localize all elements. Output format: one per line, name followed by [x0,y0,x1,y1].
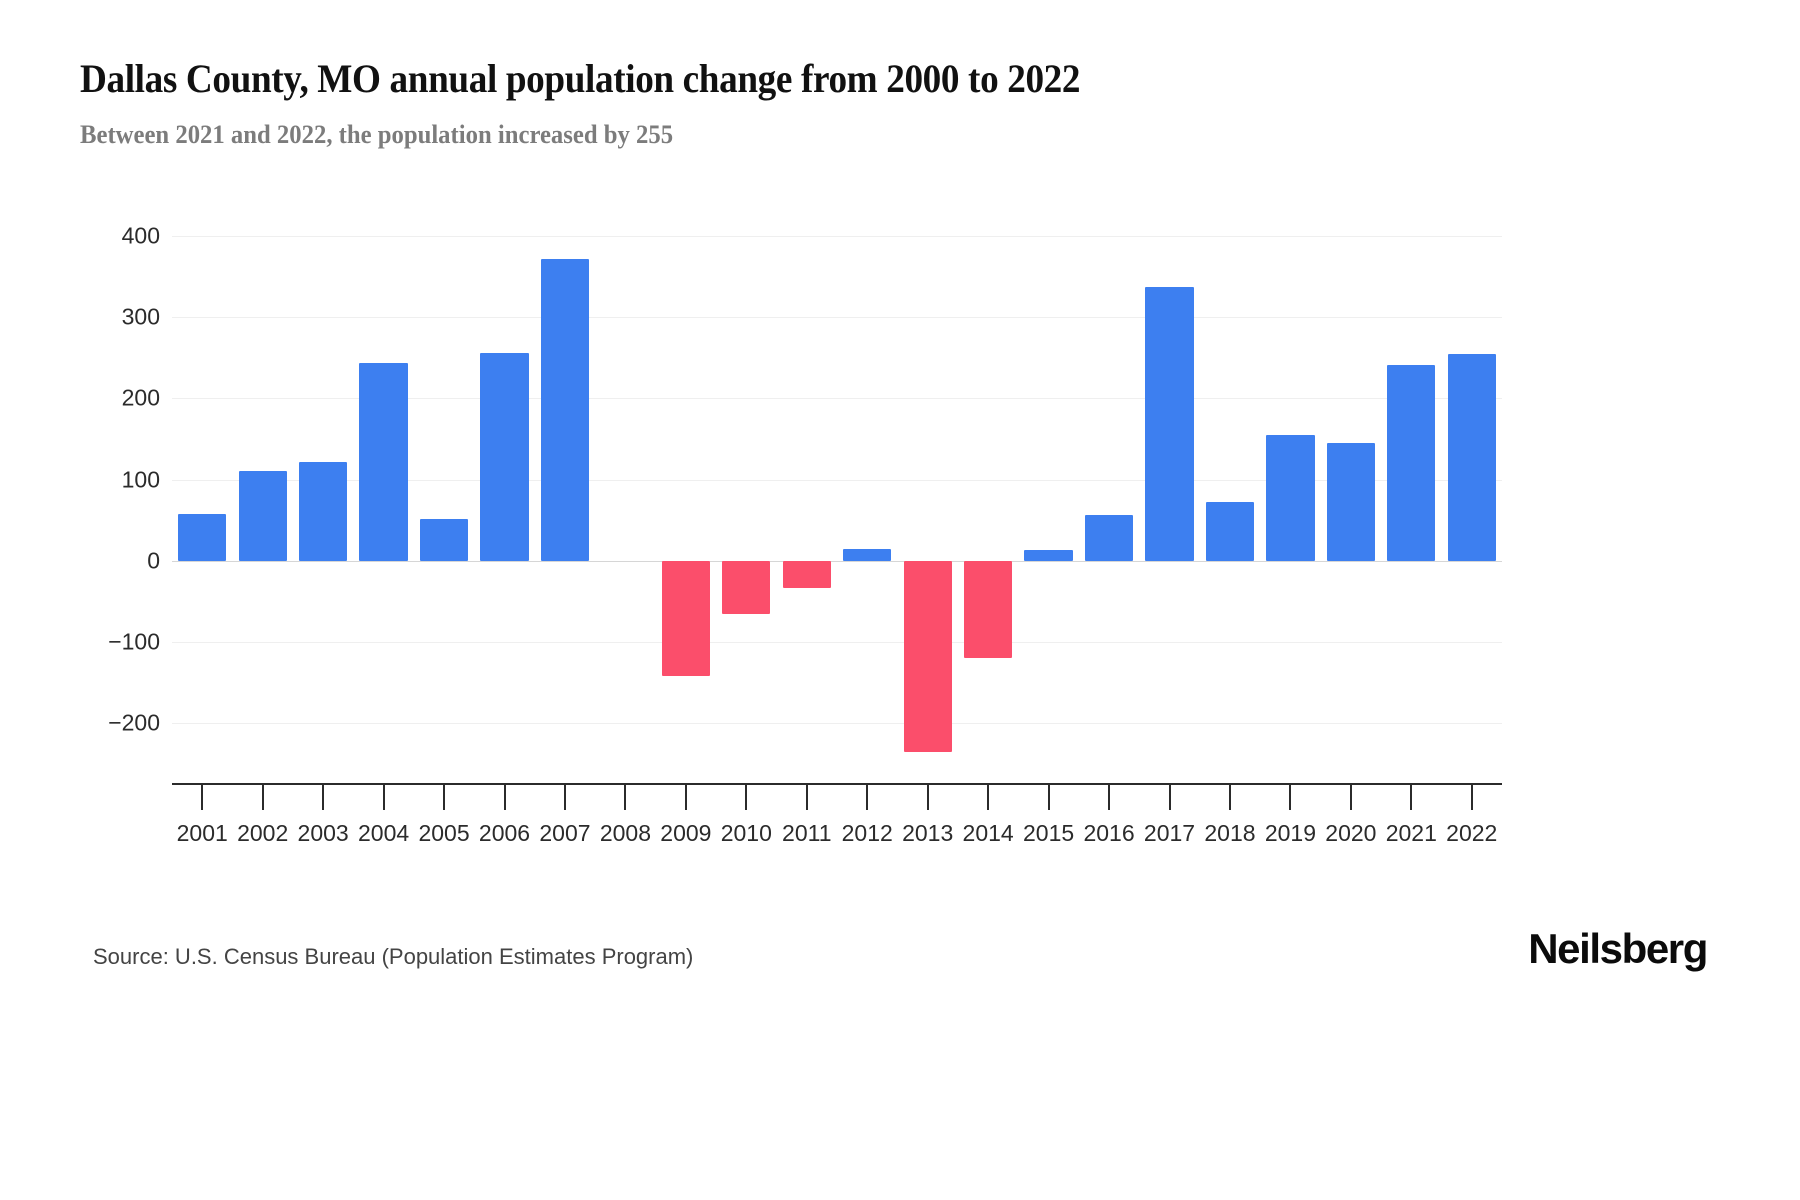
x-tick-label-2005: 2005 [418,820,470,846]
y-tick-label-200: 200 [121,384,160,411]
x-tick-2010 [745,785,748,810]
bar-2005[interactable] [419,519,469,561]
x-tick-2004 [382,785,385,810]
x-tick-2017 [1168,785,1171,810]
y-tick-label-300: 300 [121,303,160,330]
bar-2020[interactable] [1326,443,1376,561]
bar-2007[interactable] [540,258,590,561]
x-tick-label-2007: 2007 [539,820,591,846]
x-tick-2020 [1349,785,1352,810]
x-tick-2022 [1470,785,1473,810]
x-tick-label-2015: 2015 [1022,820,1075,846]
x-tick-label-2018: 2018 [1204,820,1256,846]
x-tick-2003 [322,785,325,810]
x-tick-label-2004: 2004 [357,820,410,846]
bar-2013[interactable] [903,560,952,753]
plot-area [172,236,1502,796]
x-tick-2014 [987,785,990,810]
y-tick-label--100: −100 [108,628,160,655]
x-axis-line [172,783,1502,785]
x-tick-label-2006: 2006 [478,820,531,846]
x-tick-2001 [201,785,204,810]
bar-2016[interactable] [1084,515,1134,561]
x-tick-2019 [1289,785,1292,810]
brand-logo: Neilsberg [1528,925,1708,972]
bar-2019[interactable] [1266,434,1315,561]
bar-2021[interactable] [1387,365,1436,561]
bar-2017[interactable] [1145,287,1194,561]
x-tick-label-2019: 2019 [1264,820,1316,846]
x-tick-label-2022: 2022 [1446,820,1498,846]
y-tick-label--200: −200 [108,709,160,736]
bar-series [172,236,1502,796]
x-tick-2018 [1228,785,1231,810]
x-tick-2012 [866,785,869,810]
x-tick-label-2002: 2002 [237,820,289,846]
bar-2001[interactable] [178,513,227,561]
chart-subtitle: Between 2021 and 2022, the population in… [80,120,674,149]
gridline--100 [172,642,1502,643]
x-tick-label-2012: 2012 [841,820,893,846]
x-tick-label-2014: 2014 [962,820,1014,846]
x-tick-label-2017: 2017 [1143,820,1196,846]
x-tick-label-2021: 2021 [1385,820,1437,846]
gridline--200 [172,723,1502,725]
bar-2018[interactable] [1205,502,1255,561]
gridline-0 [172,560,1502,562]
x-tick-label-2011: 2011 [782,820,832,846]
x-tick-2002 [261,785,264,810]
x-tick-2015 [1047,785,1050,810]
bar-2010[interactable] [722,560,771,614]
x-tick-label-2010: 2010 [720,820,772,846]
bar-2002[interactable] [238,470,287,561]
bar-2004[interactable] [359,362,408,561]
x-tick-label-2008: 2008 [599,820,651,846]
y-axis-tick-labels: 400 300 200 100 0 −100 −200 [90,223,160,796]
x-tick-label-2016: 2016 [1083,820,1135,846]
x-tick-label-2001: 2001 [176,820,228,846]
bar-2011[interactable] [782,560,831,588]
bar-2022[interactable] [1447,353,1496,561]
x-tick-2007 [563,785,566,810]
bar-2014[interactable] [963,560,1013,659]
bar-2012[interactable] [843,549,892,561]
source-note: Source: U.S. Census Bureau (Population E… [93,944,694,969]
page-title: Dallas County, MO annual population chan… [80,56,1081,101]
y-tick-label-100: 100 [121,466,160,493]
x-tick-2016 [1108,785,1111,810]
x-tick-2006 [503,785,506,810]
x-tick-label-2020: 2020 [1325,820,1377,846]
bar-2009[interactable] [661,560,711,677]
x-tick-2013 [926,785,929,810]
x-tick-2009 [684,785,687,810]
bar-2015[interactable] [1024,550,1073,561]
gridline-300 [172,317,1502,319]
gridline-200 [172,398,1502,400]
x-tick-label-2013: 2013 [902,820,954,846]
x-tick-2021 [1410,785,1413,810]
bar-2006[interactable] [480,352,529,561]
y-tick-label-0: 0 [147,547,160,574]
x-tick-label-2009: 2009 [660,820,712,846]
x-tick-label-2003: 2003 [297,820,349,846]
bar-2003[interactable] [298,461,348,561]
x-tick-2011 [805,785,808,810]
x-tick-2008 [624,785,627,810]
gridline-100 [172,479,1502,481]
x-tick-2005 [443,785,446,810]
y-tick-label-400: 400 [121,222,160,249]
gridline-400 [172,236,1502,237]
